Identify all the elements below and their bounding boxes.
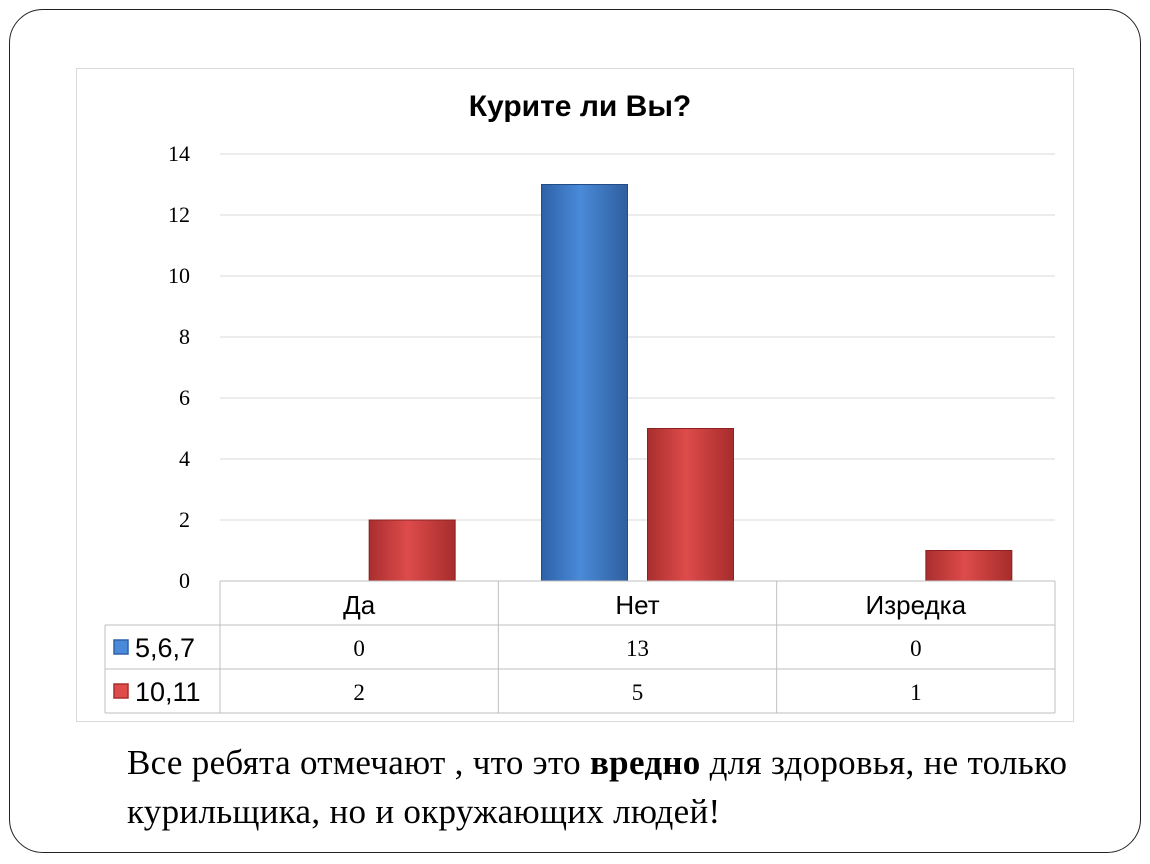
bar-5-6-7-Нет: [541, 184, 628, 582]
legend-swatch: [113, 639, 129, 655]
y-tick-label: 8: [179, 324, 190, 349]
series-name: 10,11: [135, 677, 201, 707]
chart-title: Курите ли Вы?: [469, 90, 692, 123]
bar-10-11-Нет: [647, 428, 734, 582]
data-cell: 1: [910, 680, 922, 705]
legend-swatch: [113, 683, 129, 699]
category-label: Изредка: [866, 590, 967, 620]
y-tick-label: 6: [179, 385, 190, 410]
bar-10-11-Да: [368, 519, 456, 582]
chart-area: Курите ли Вы? 0 2 4 6 8 10 12 14 Да Нет Изредка 5,…: [76, 68, 1074, 722]
caption-bold: вредно: [589, 743, 701, 782]
data-cell: 5: [632, 680, 644, 705]
data-cell: 13: [626, 636, 649, 661]
y-tick-label: 4: [179, 446, 190, 471]
caption-text: Все ребята отмечают , что это вредно для…: [127, 738, 1087, 836]
caption-part1: Все ребята отмечают , что это: [127, 743, 590, 782]
data-cell: 0: [910, 636, 922, 661]
caption-part2: для здоровья, не только курильщика, но и…: [127, 743, 1068, 831]
category-label: Нет: [615, 590, 659, 620]
y-tick-label: 10: [168, 263, 190, 288]
series-name: 5,6,7: [135, 633, 195, 663]
y-tick-label: 12: [168, 202, 190, 227]
category-label: Да: [343, 590, 376, 620]
y-tick-label: 2: [179, 507, 190, 532]
y-tick-label: 0: [179, 568, 190, 593]
y-tick-label: 14: [168, 141, 190, 166]
bar-10-11-Изредка: [925, 550, 1013, 582]
data-cell: 2: [353, 680, 365, 705]
data-cell: 0: [353, 636, 365, 661]
